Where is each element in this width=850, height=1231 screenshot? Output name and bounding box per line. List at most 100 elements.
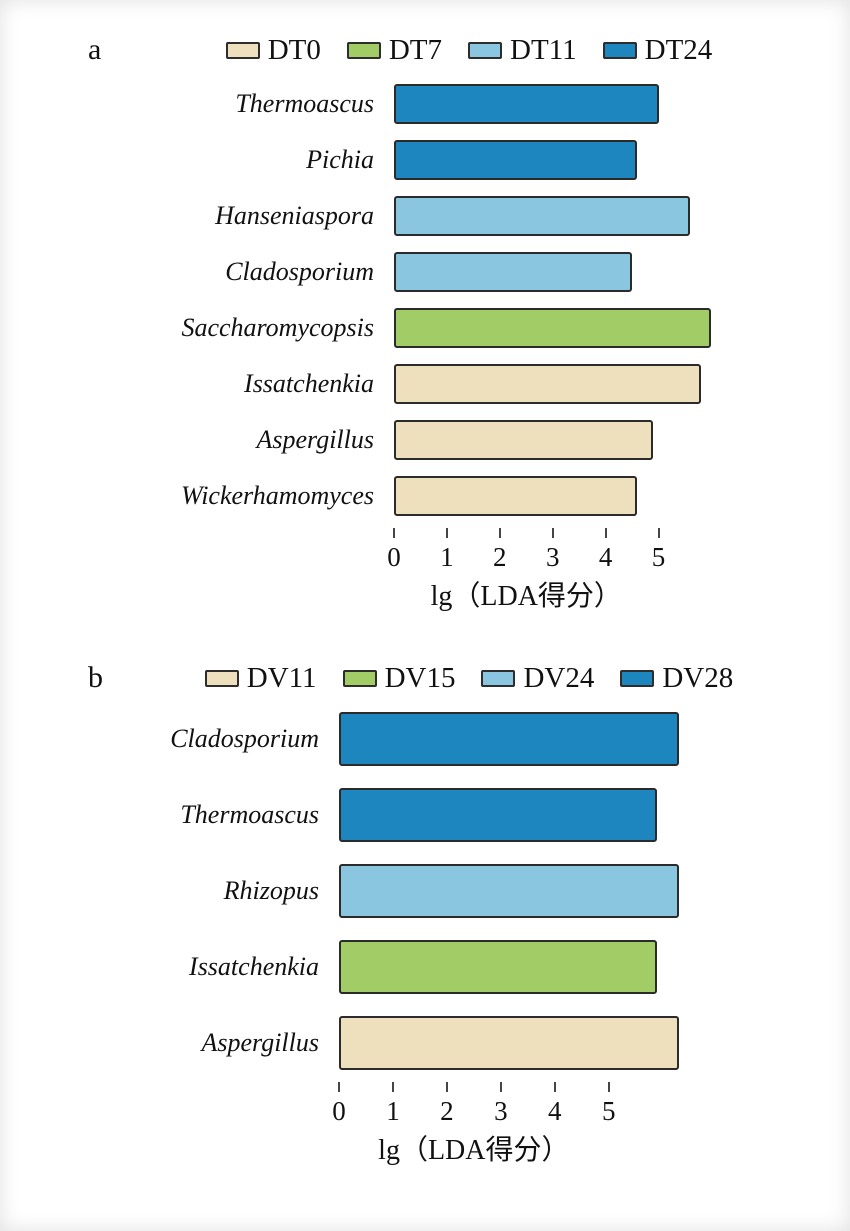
bar-track xyxy=(394,84,722,124)
bar-track xyxy=(394,420,722,460)
legend-swatch xyxy=(468,41,503,59)
bar-row: Cladosporium xyxy=(88,712,850,766)
tick-mark xyxy=(498,528,501,538)
tick-mark xyxy=(445,1082,448,1092)
legend-label: DV11 xyxy=(246,662,317,694)
legend-label: DV28 xyxy=(662,662,734,694)
lda-bar xyxy=(394,420,654,460)
lda-bar xyxy=(394,308,712,348)
taxon-label: Thermoascus xyxy=(235,88,374,118)
bar-row: Cladosporium xyxy=(88,252,850,292)
legend: DV11 DV15 DV24 DV28 xyxy=(128,656,810,700)
legend-swatch xyxy=(225,41,260,59)
lda-bar xyxy=(394,196,691,236)
legend-label: DV24 xyxy=(523,662,595,694)
legend: DT0 DT7 DT11 DT24 xyxy=(128,28,810,72)
panel-letter: b xyxy=(88,661,103,694)
bar-track xyxy=(339,788,695,842)
tick-label: 1 xyxy=(440,542,454,572)
tick-label: 0 xyxy=(387,542,401,572)
legend-label: DT0 xyxy=(267,34,321,66)
legend-item-dt11: DT11 xyxy=(468,34,577,66)
bar-row: Aspergillus xyxy=(88,1016,850,1070)
lda-bar xyxy=(339,712,679,766)
bar-track xyxy=(339,940,695,994)
bar-row: Thermoascus xyxy=(88,788,850,842)
tick-mark xyxy=(657,528,660,538)
bar-row: Hanseniaspora xyxy=(88,196,850,236)
legend-swatch xyxy=(481,669,516,687)
tick-label: 3 xyxy=(545,542,560,572)
bar-row: Saccharomycopsis xyxy=(88,308,850,348)
tick-mark xyxy=(445,528,448,538)
legend-swatch xyxy=(204,669,239,687)
taxon-label: Cladosporium xyxy=(170,723,319,753)
x-axis-title: lg（LDA得分） xyxy=(430,581,622,612)
legend-item-dv15: DV15 xyxy=(342,662,455,694)
bar-track xyxy=(394,308,722,348)
bar-row: Aspergillus xyxy=(88,420,850,460)
bar-row: Issatchenkia xyxy=(88,940,850,994)
legend-label: DT24 xyxy=(644,34,713,66)
tick-label: 1 xyxy=(386,1096,400,1126)
tick-mark xyxy=(607,1082,610,1092)
tick-mark xyxy=(553,1082,556,1092)
bar-row: Issatchenkia xyxy=(88,364,850,404)
taxon-label: Cladosporium xyxy=(225,256,374,286)
x-axis-title-row: lg（LDA得分） xyxy=(394,580,722,614)
taxon-label: Pichia xyxy=(306,144,374,174)
legend-label: DT7 xyxy=(388,34,443,66)
taxon-label: Issatchenkia xyxy=(189,951,319,981)
bar-rows: Cladosporium Thermoascus Rhizopus Issatchen… xyxy=(88,712,850,1070)
legend-item-dv24: DV24 xyxy=(481,662,594,694)
bar-rows: Thermoascus Pichia Hanseniaspora Cladospori… xyxy=(88,84,850,516)
bar-row: Pichia xyxy=(88,140,850,180)
lda-bar xyxy=(394,84,659,124)
tick-mark xyxy=(391,1082,394,1092)
tick-label: 2 xyxy=(440,1096,454,1126)
bar-track xyxy=(394,252,722,292)
taxon-label: Aspergillus xyxy=(201,1027,319,1057)
bar-track xyxy=(339,1016,695,1070)
tick-mark xyxy=(551,528,554,538)
lda-bar xyxy=(339,1016,679,1070)
legend-row: a DT0 DT7 DT11 DT24 xyxy=(88,28,850,72)
tick-mark xyxy=(604,528,607,538)
taxon-label: Thermoascus xyxy=(180,799,319,829)
tick-label: 3 xyxy=(494,1096,508,1126)
lda-bar xyxy=(394,252,633,292)
tick-label: 0 xyxy=(332,1096,346,1126)
legend-label: DT11 xyxy=(510,34,577,66)
bar-track xyxy=(339,864,695,918)
tick-mark xyxy=(338,1082,340,1092)
tick-label: 2 xyxy=(493,542,507,572)
bar-track xyxy=(339,712,695,766)
legend-swatch xyxy=(602,41,637,59)
x-axis: 0 1 2 3 4 5 xyxy=(387,528,722,578)
legend-swatch xyxy=(346,41,381,59)
legend-item-dt0: DT0 xyxy=(225,34,321,66)
bar-track xyxy=(394,196,722,236)
bar-track xyxy=(394,140,722,180)
x-axis: 0 1 2 3 4 5 xyxy=(332,1082,695,1132)
lda-bar xyxy=(394,140,638,180)
panel-letter: a xyxy=(88,33,102,66)
legend-item-dt24: DT24 xyxy=(602,34,713,66)
tick-mark xyxy=(499,1082,502,1092)
tick-label: 4 xyxy=(548,1096,562,1126)
legend-item-dv11: DV11 xyxy=(204,662,317,694)
panel-a: a DT0 DT7 DT11 DT24 Thermoascus Pichia Hansen… xyxy=(0,28,850,614)
tick-label: 4 xyxy=(598,542,613,572)
bar-row: Thermoascus xyxy=(88,84,850,124)
taxon-label: Wickerhamomyces xyxy=(180,480,374,510)
legend-item-dt7: DT7 xyxy=(346,34,443,66)
legend-row: b DV11 DV15 DV24 DV28 xyxy=(88,656,850,700)
lda-bar xyxy=(394,476,638,516)
bar-track xyxy=(394,476,722,516)
lda-bar xyxy=(339,788,658,842)
bar-track xyxy=(394,364,722,404)
lda-bar xyxy=(339,940,658,994)
taxon-label: Saccharomycopsis xyxy=(181,312,374,342)
legend-item-dv28: DV28 xyxy=(620,662,733,694)
